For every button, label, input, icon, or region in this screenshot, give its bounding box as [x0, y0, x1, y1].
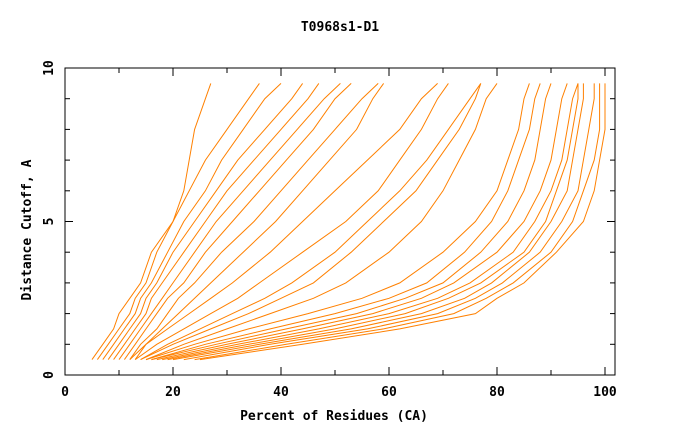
x-tick-label: 60: [381, 385, 397, 400]
x-tick-label: 0: [61, 385, 69, 400]
series-line-6: [118, 83, 341, 360]
series-line-2: [96, 83, 260, 360]
series-line-18: [156, 83, 568, 361]
series-line-22: [183, 83, 595, 361]
series-line-13: [140, 83, 482, 361]
series-line-15: [145, 83, 530, 361]
series-line-14: [145, 83, 498, 361]
x-tick-label: 100: [593, 385, 617, 400]
y-tick-label: 5: [42, 218, 57, 226]
x-tick-label: 20: [165, 385, 181, 400]
y-axis-label: Distance Cutoff, A: [20, 159, 35, 300]
y-tick-labels: 0 5 10: [42, 60, 57, 379]
chart-title: T0968s1-D1: [301, 20, 379, 35]
series-line-1: [91, 83, 212, 360]
series-line-24: [199, 83, 606, 361]
axis-ticks: [64, 67, 615, 376]
y-tick-label: 0: [42, 371, 57, 379]
series-line-5: [113, 83, 320, 360]
y-tick-label: 10: [42, 60, 57, 76]
x-axis-label: Percent of Residues (CA): [240, 409, 428, 424]
series-line-23: [194, 83, 601, 361]
series-line-10: [129, 83, 438, 360]
series-line-8: [129, 83, 379, 360]
series-line-21: [172, 83, 584, 361]
x-tick-labels: 0 20 40 60 80 100: [61, 385, 617, 400]
series-line-20: [167, 83, 579, 361]
series-line-7: [123, 83, 352, 360]
series-line-3: [102, 83, 282, 360]
series-line-11: [134, 83, 449, 361]
series-line-9: [134, 83, 385, 360]
series-line-12: [140, 83, 482, 361]
x-tick-label: 80: [489, 385, 505, 400]
series-line-4: [107, 83, 304, 360]
series-lines: [91, 83, 606, 361]
series-line-16: [151, 83, 541, 361]
x-tick-label: 40: [273, 385, 289, 400]
series-line-19: [162, 83, 579, 361]
series-line-17: [151, 83, 552, 361]
